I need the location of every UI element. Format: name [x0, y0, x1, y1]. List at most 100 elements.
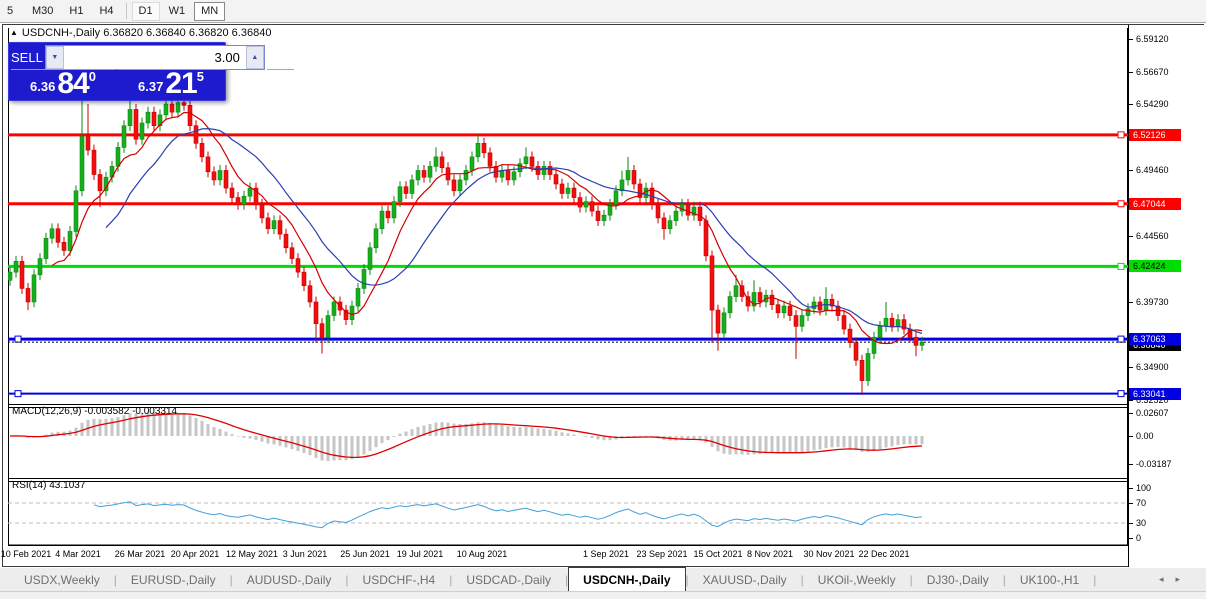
symbol-tab-usdcnh-daily[interactable]: USDCNH-,Daily	[568, 567, 686, 591]
sell-price-display[interactable]: 6.36 84 0	[11, 69, 115, 99]
macd-indicator-label: MACD(12,26,9) -0.003582 -0.003314	[12, 406, 178, 417]
symbol-tab-usdchf-h4[interactable]: USDCHF-,H4	[362, 573, 436, 587]
rsi-tick: 100	[1127, 483, 1152, 493]
date-tick-label: 20 Apr 2021	[170, 549, 220, 559]
tab-separator: |	[565, 572, 569, 587]
timeframe-button-5[interactable]: 5	[6, 5, 14, 17]
price-level-badge: 6.52126	[1129, 128, 1181, 141]
price-tick: 6.59120	[1128, 34, 1169, 44]
timeframe-button-h1[interactable]: H1	[69, 5, 84, 17]
price-tick: 6.44560	[1128, 231, 1169, 242]
panel-separator-line[interactable]	[8, 478, 1203, 479]
tab-separator: |	[229, 572, 233, 587]
status-strip	[0, 592, 1206, 599]
price-level-badge: 6.33041	[1129, 387, 1181, 400]
timeframe-button-mn[interactable]: MN	[194, 1, 226, 21]
timeframe-button-w1[interactable]: W1	[168, 5, 186, 17]
price-level-badge: 6.42424	[1129, 260, 1181, 273]
price-tick: 6.39730	[1128, 296, 1169, 307]
tab-separator: |	[449, 572, 453, 587]
ma-slow-line	[105, 127, 923, 335]
price-level-badge: 6.37063	[1129, 333, 1181, 346]
symbol-tab-uk100-h1[interactable]: UK100-,H1	[1019, 573, 1080, 587]
date-axis[interactable]: 10 Feb 2021 4 Mar 2021 26 Mar 2021 20 Apr 2…	[1, 546, 1128, 566]
rsi-tick: 0	[1127, 533, 1142, 543]
panel-separator-line[interactable]	[8, 407, 1203, 408]
timeframe-button-d1[interactable]: D1	[131, 1, 160, 21]
line-handle	[1117, 262, 1125, 270]
buy-price-sup: 5	[196, 69, 204, 84]
rsi-tick: 30	[1127, 518, 1147, 528]
macd-tick: 0.02607	[1128, 408, 1169, 419]
tab-separator: |	[1002, 572, 1006, 587]
tab-separator: |	[1093, 572, 1097, 587]
rsi-indicator-label: RSI(14) 43.1037	[12, 480, 86, 491]
chart-ohlc-values: 6.36820 6.36840 6.36820 6.36840	[103, 27, 272, 39]
toolbar-separator	[125, 3, 127, 19]
symbol-tab-ukoil-weekly[interactable]: UKOil-,Weekly	[817, 573, 896, 587]
tab-separator: |	[909, 572, 913, 587]
date-tick-label: 26 Mar 2021	[114, 549, 166, 559]
symbol-tab-dj30-daily[interactable]: DJ30-,Daily	[926, 573, 989, 587]
rsi-line	[93, 501, 923, 529]
macd-tick: 0.00	[1128, 431, 1154, 441]
timeframe-button-h4[interactable]: H4	[99, 5, 114, 17]
symbol-tab-audusd-daily[interactable]: AUDUSD-,Daily	[246, 573, 332, 587]
volume-increase-button[interactable]: ▲	[245, 46, 264, 69]
line-handle	[1117, 131, 1125, 139]
date-tick-label: 12 May 2021	[225, 549, 279, 559]
panel-separator-line	[8, 545, 1203, 546]
tab-separator: |	[345, 572, 349, 587]
date-tick-label: 30 Nov 2021	[803, 549, 855, 559]
panel-separator-line[interactable]	[8, 481, 1203, 482]
rsi-tick: 70	[1127, 498, 1147, 508]
macd-signal-line	[9, 413, 923, 459]
volume-decrease-button[interactable]: ▼	[45, 46, 64, 69]
chart-svg[interactable]	[7, 28, 1128, 546]
price-tick: 6.54290	[1128, 99, 1169, 110]
line-handle	[1117, 200, 1125, 208]
date-tick-label: 25 Jun 2021	[340, 549, 390, 559]
chart-window: ▲ USDCNH-,Daily 6.36820 6.36840 6.36820 6…	[1, 24, 1204, 567]
collapse-triangle-icon[interactable]: ▲	[10, 28, 18, 37]
symbol-tab-eurusd-daily[interactable]: EURUSD-,Daily	[130, 573, 216, 587]
price-tick: 6.32520	[1128, 394, 1169, 405]
buy-button[interactable]: BUY	[266, 45, 294, 70]
date-tick-label: 3 Jun 2021	[282, 549, 328, 559]
line-handle	[1117, 390, 1125, 398]
date-tick-label: 10 Aug 2021	[456, 549, 508, 559]
chart-title: ▲ USDCNH-,Daily 6.36820 6.36840 6.36820 6…	[10, 27, 271, 39]
macd-tick: -0.03187	[1128, 459, 1172, 470]
date-tick-label: 19 Jul 2021	[396, 549, 444, 559]
volume-input[interactable]	[63, 46, 246, 69]
macd-histogram	[14, 412, 924, 462]
ma-fast-line	[51, 111, 923, 345]
buy-price-small: 6.37	[138, 79, 164, 94]
line-handle	[14, 335, 22, 343]
symbol-tab-xauusd-daily[interactable]: XAUUSD-,Daily	[702, 573, 787, 587]
price-level-badge: 6.47044	[1129, 197, 1181, 210]
price-tick: 6.34900	[1128, 362, 1169, 373]
date-tick-label: 15 Oct 2021	[693, 549, 743, 559]
symbol-tabbar: USDX,Weekly | EURUSD-,Daily | AUDUSD-,Daily |…	[0, 567, 1206, 592]
date-tick-label: 10 Feb 2021	[0, 549, 52, 559]
line-handle	[1117, 335, 1125, 343]
price-scale[interactable]: 6.591206.566706.542906.518406.494606.445…	[1127, 25, 1204, 567]
buy-price-display[interactable]: 6.37 21 5	[119, 69, 223, 99]
line-handle	[14, 390, 22, 398]
chart-canvas[interactable]	[7, 28, 1128, 546]
symbol-tab-usdx-weekly[interactable]: USDX,Weekly	[24, 573, 100, 587]
date-tick-label: 8 Nov 2021	[746, 549, 794, 559]
symbol-tab-usdcad-daily[interactable]: USDCAD-,Daily	[466, 573, 552, 587]
panel-separator-line[interactable]	[8, 404, 1203, 405]
tab-separator: |	[685, 572, 689, 587]
timeframe-button-m30[interactable]: M30	[32, 5, 54, 17]
sell-price-sup: 0	[88, 69, 96, 84]
tab-separator: |	[800, 572, 804, 587]
sell-button[interactable]: SELL	[11, 45, 43, 70]
tab-separator: |	[113, 572, 117, 587]
horizontal-level-lines[interactable]	[8, 131, 1128, 398]
tab-scroll-arrows[interactable]: ◂▸	[1158, 574, 1192, 584]
chart-symbol-label: USDCNH-,Daily	[21, 27, 101, 39]
